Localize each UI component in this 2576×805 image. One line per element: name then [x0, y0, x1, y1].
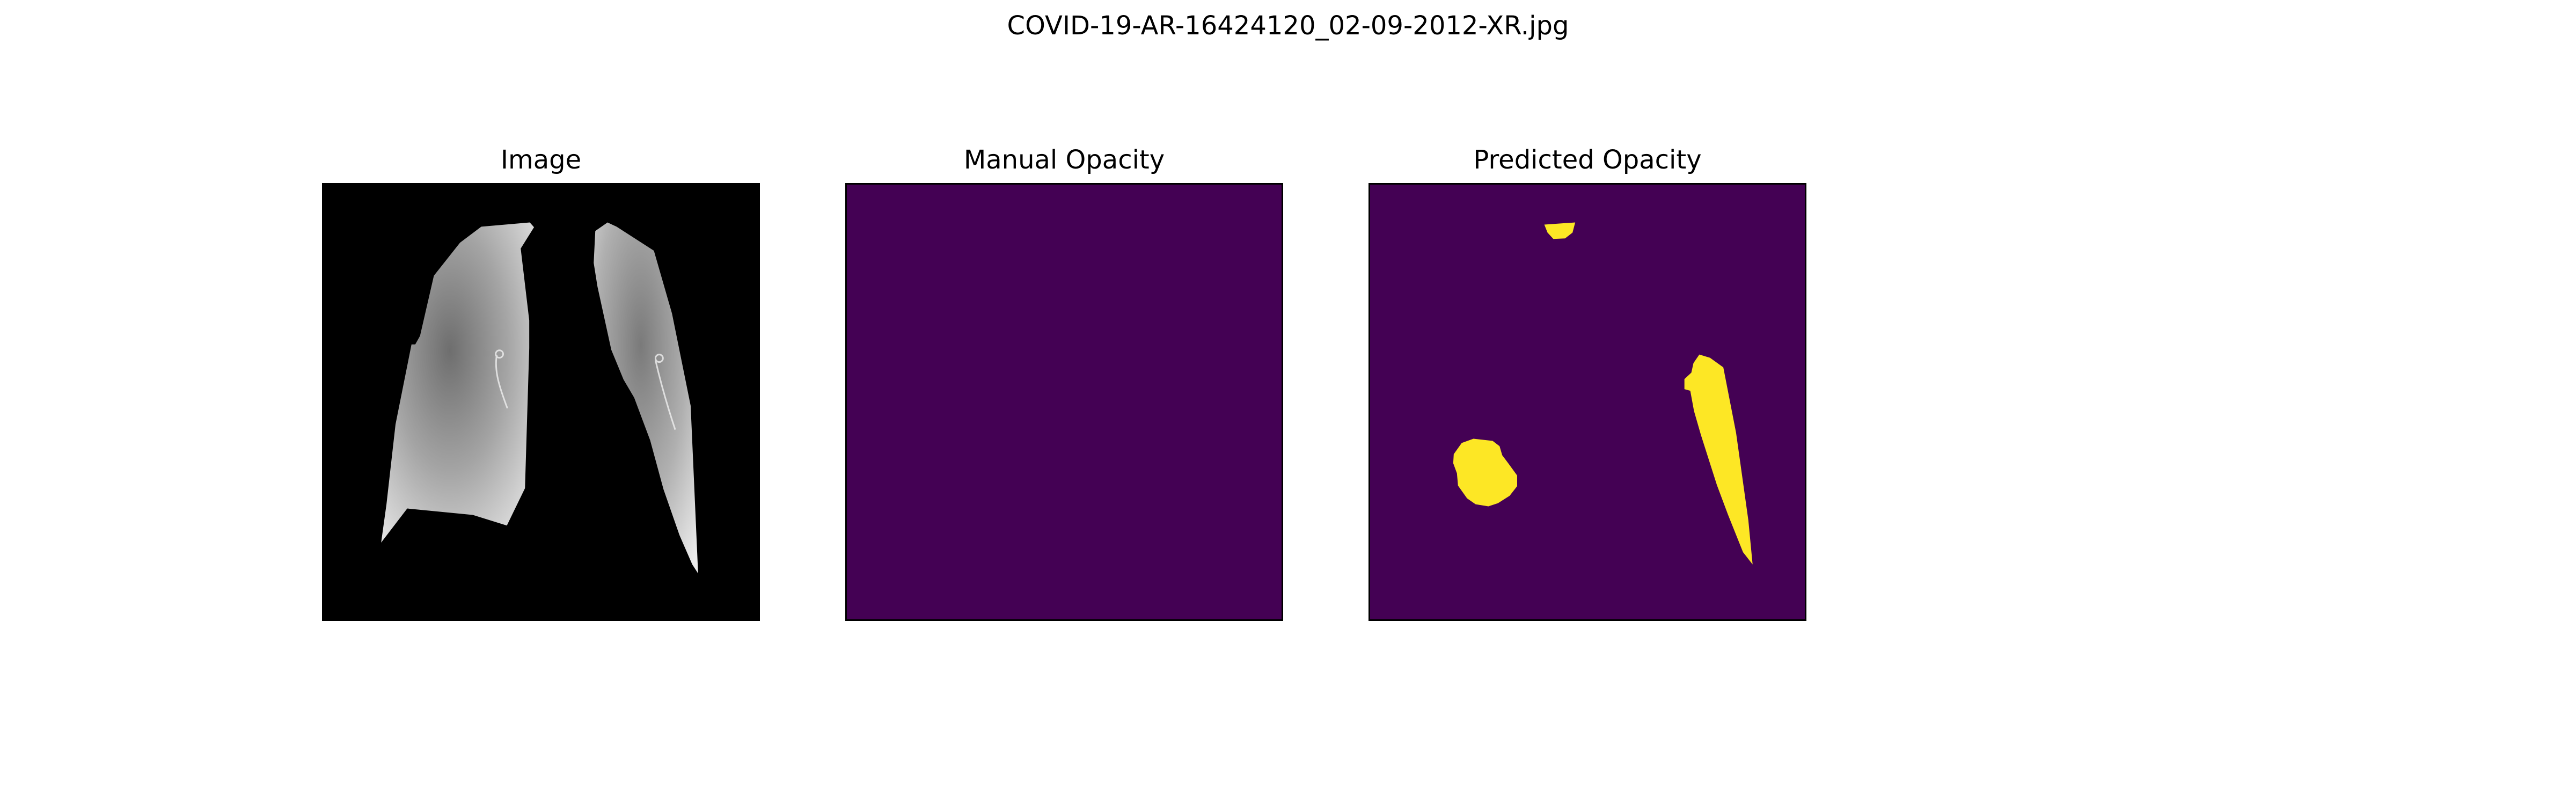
predicted-opacity-region-right	[1684, 354, 1753, 565]
panel-title-manual-opacity: Manual Opacity	[963, 145, 1165, 175]
panel-title-image: Image	[500, 145, 582, 175]
predicted-opacity-mask	[1370, 185, 1805, 619]
left-lung-region	[381, 222, 535, 543]
right-lung-region	[594, 222, 698, 574]
mask-background	[847, 185, 1282, 619]
figure-title: COVID-19-AR-16424120_02-09-2012-XR.jpg	[1007, 11, 1569, 41]
predicted-opacity-region-left	[1453, 438, 1517, 507]
xray-wire-lines	[495, 349, 676, 430]
predicted-opacity-panel	[1368, 183, 1806, 621]
manual-opacity-panel	[845, 183, 1283, 621]
xray-image-panel	[322, 183, 760, 621]
xray-image	[324, 185, 758, 619]
panel-title-predicted-opacity: Predicted Opacity	[1473, 145, 1702, 175]
mask-background	[1370, 185, 1805, 619]
manual-opacity-mask	[847, 185, 1282, 619]
predicted-opacity-region-top	[1544, 222, 1576, 239]
